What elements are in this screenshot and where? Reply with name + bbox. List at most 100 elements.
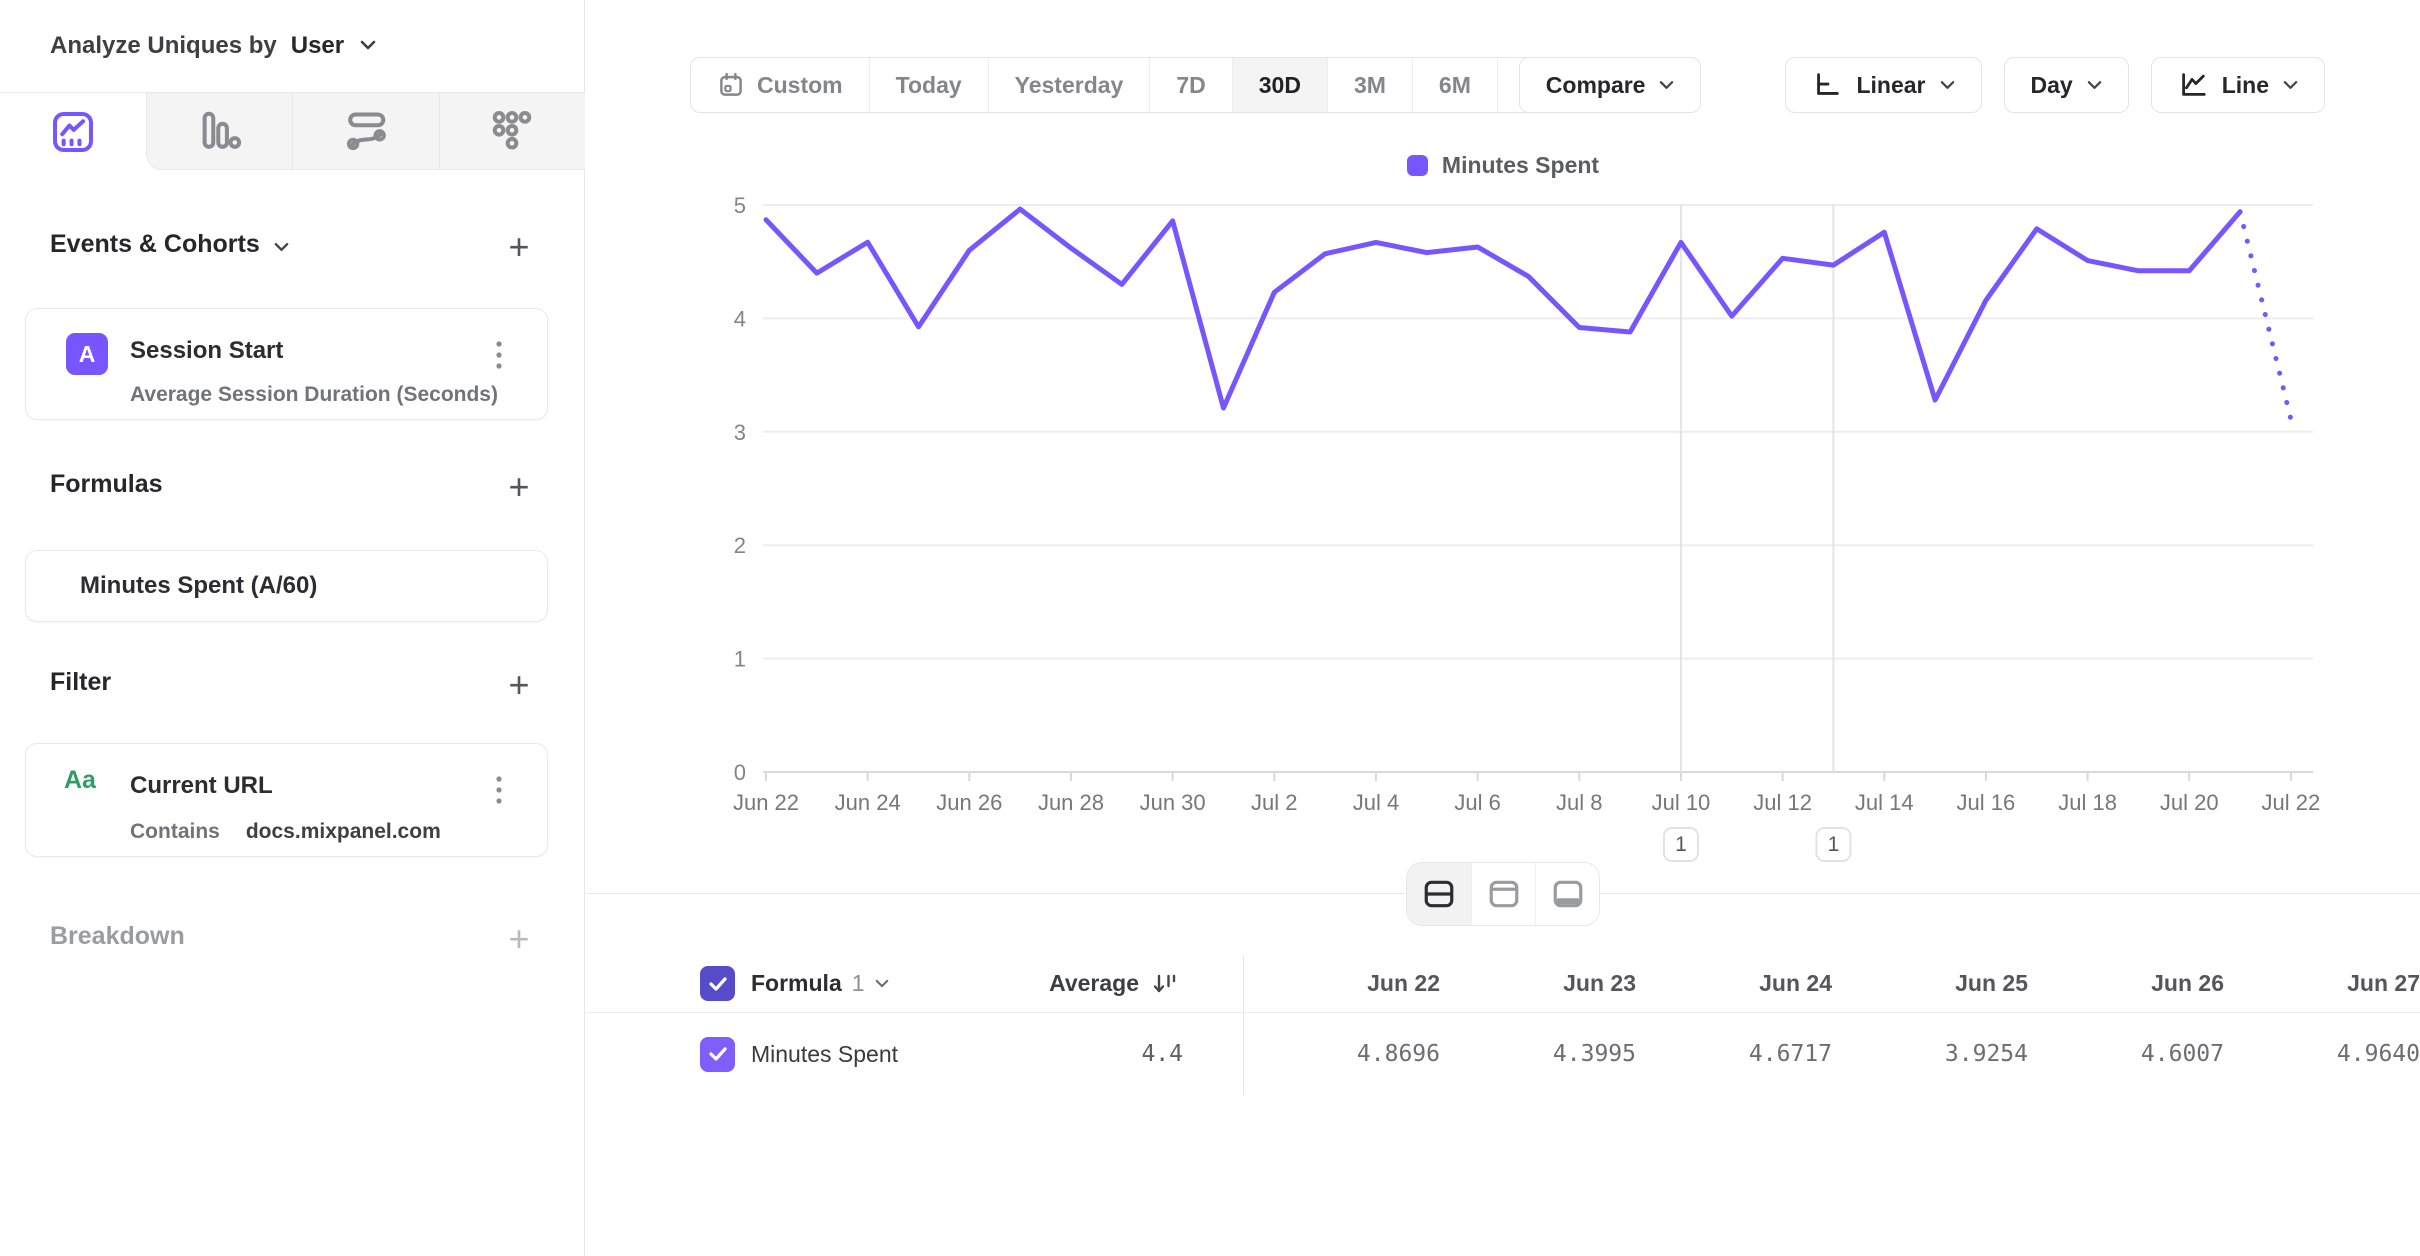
svg-text:Jul 8: Jul 8 [1556, 790, 1602, 815]
date-column-header[interactable]: Jun 27 [2347, 970, 2420, 996]
filter-operator[interactable]: Contains [130, 820, 220, 843]
date-range-6m[interactable]: 6M [1411, 58, 1497, 112]
date-column-header[interactable]: Jun 22 [1367, 970, 1440, 996]
select-all-checkbox[interactable] [700, 966, 735, 1001]
svg-text:2: 2 [734, 533, 746, 558]
date-column-header[interactable]: Jun 26 [2151, 970, 2224, 996]
svg-text:1: 1 [1828, 833, 1840, 856]
svg-text:0: 0 [734, 760, 746, 785]
average-column-header[interactable]: Average [1049, 970, 1243, 997]
formulas-label: Formulas [50, 470, 163, 498]
svg-text:Jun 24: Jun 24 [835, 790, 901, 815]
dots-grid-icon [492, 111, 532, 150]
table-header-row: Formula 1 Average Jun 22 Jun [586, 955, 2420, 1013]
svg-text:4: 4 [734, 306, 746, 331]
chevron-down-icon [1940, 81, 1954, 89]
formula-card[interactable]: Minutes Spent (A/60) [25, 550, 548, 622]
date-column-header[interactable]: Jun 23 [1563, 970, 1636, 996]
granularity-button[interactable]: Day [2003, 57, 2129, 113]
check-icon [708, 1047, 727, 1061]
layout-chart-only-button[interactable] [1471, 863, 1535, 925]
tab-funnels[interactable] [145, 93, 292, 170]
series-average-value: 4.4 [1141, 1041, 1183, 1067]
svg-text:Jul 4: Jul 4 [1353, 790, 1399, 815]
tab-flows[interactable] [292, 93, 439, 170]
svg-text:3: 3 [734, 420, 746, 445]
sort-icon [1153, 974, 1176, 992]
chart-type-button[interactable]: Line [2150, 57, 2325, 113]
svg-text:Jul 10: Jul 10 [1652, 790, 1711, 815]
date-range-3m[interactable]: 3M [1326, 58, 1412, 112]
report-canvas: 0 1 2 3 4 5 Jun 22 Jun 24 Jun 26 Jun 28 Jun 30 Jul … [586, 0, 2420, 1256]
query-sidebar: Analyze Uniques by User [0, 0, 585, 1256]
event-aggregation[interactable]: Average Session Duration (Seconds) [130, 383, 498, 406]
date-cell-value: 4.8696 [1356, 1041, 1440, 1067]
chevron-down-icon[interactable] [274, 230, 289, 259]
bar-chart-icon [202, 111, 242, 149]
formula-name[interactable]: Minutes Spent (A/60) [80, 572, 318, 599]
legend-swatch [1406, 155, 1428, 176]
add-formula-button[interactable]: + [508, 466, 530, 507]
svg-text:5: 5 [734, 193, 746, 218]
annotation-badge[interactable]: 1 [1815, 827, 1852, 862]
filter-value[interactable]: docs.mixpanel.com [245, 820, 441, 843]
kebab-menu-icon[interactable] [495, 339, 503, 378]
series-checkbox[interactable] [700, 1036, 735, 1072]
tab-retention[interactable] [438, 93, 585, 170]
date-column-headers: Jun 22 Jun 23 Jun 24 Jun 25 Jun 26 Jun 27 [1244, 970, 2420, 997]
date-range-yesterday[interactable]: Yesterday [987, 58, 1150, 112]
date-cell-value: 3.9254 [1944, 1041, 2028, 1067]
events-cohorts-label: Events & Cohorts [50, 230, 260, 258]
compare-button[interactable]: Compare [1518, 57, 1702, 113]
string-property-icon: Aa [64, 766, 96, 794]
add-filter-button[interactable]: + [508, 664, 530, 705]
flow-icon [346, 112, 386, 151]
date-range-30d[interactable]: 30D [1231, 58, 1327, 112]
filter-property-name[interactable]: Current URL [130, 772, 273, 799]
top-panel-icon [1489, 880, 1518, 908]
svg-text:1: 1 [1675, 833, 1687, 856]
filter-card[interactable]: Aa Current URL Contains docs.mixpanel.co… [25, 743, 548, 857]
svg-text:Jul 16: Jul 16 [1957, 790, 2016, 815]
tab-insights[interactable] [0, 93, 146, 170]
table-data-row[interactable]: Minutes Spent 4.4 4.8696 4.3995 4.6717 3.92… [586, 1013, 2420, 1095]
split-view-icon [1424, 880, 1454, 908]
svg-text:Jul 22: Jul 22 [2262, 790, 2321, 815]
date-cell-value: 4.6007 [2140, 1041, 2224, 1067]
average-label: Average [1049, 970, 1139, 996]
add-breakdown-button[interactable]: + [508, 918, 530, 959]
date-range-7d[interactable]: 7D [1149, 58, 1231, 112]
chart-controls: Compare Linear Day [1518, 57, 2325, 113]
date-column-header[interactable]: Jun 24 [1759, 970, 1832, 996]
chevron-down-icon[interactable] [360, 37, 376, 55]
date-cell-value: 4.6717 [1748, 1041, 1832, 1067]
kebab-menu-icon[interactable] [495, 774, 503, 813]
series-name: Minutes Spent [751, 1040, 899, 1067]
date-column-header[interactable]: Jun 25 [1955, 970, 2028, 996]
layout-toggle-group [1406, 862, 1600, 926]
add-event-button[interactable]: + [508, 226, 530, 267]
date-column-values: 4.8696 4.3995 4.6717 3.9254 4.6007 4.9640 [1244, 1041, 2420, 1067]
event-card[interactable]: A Session Start Average Session Duration… [25, 308, 548, 420]
event-name[interactable]: Session Start [130, 337, 284, 364]
series-group[interactable]: Formula 1 [751, 970, 889, 997]
svg-text:Jul 20: Jul 20 [2160, 790, 2219, 815]
table-header-left: Formula 1 Average [586, 955, 1244, 1012]
layout-table-only-button[interactable] [1535, 863, 1599, 925]
layout-split-button[interactable] [1407, 863, 1471, 925]
svg-text:Jul 6: Jul 6 [1454, 790, 1500, 815]
date-range-custom[interactable]: Custom [691, 58, 869, 112]
filter-condition: Contains docs.mixpanel.com [130, 820, 441, 844]
scale-button[interactable]: Linear [1785, 57, 1982, 113]
svg-text:Jun 22: Jun 22 [733, 790, 799, 815]
annotation-badge[interactable]: 1 [1662, 827, 1699, 862]
analyze-uniques-value[interactable]: User [290, 32, 345, 59]
event-letter-badge: A [66, 333, 108, 375]
date-range-today[interactable]: Today [868, 58, 988, 112]
svg-text:Jun 28: Jun 28 [1038, 790, 1104, 815]
series-group-number: 1 [851, 970, 865, 996]
formulas-header: Formulas [50, 470, 163, 499]
chart-legend: Minutes Spent [586, 152, 2420, 179]
filter-header: Filter [50, 668, 111, 697]
